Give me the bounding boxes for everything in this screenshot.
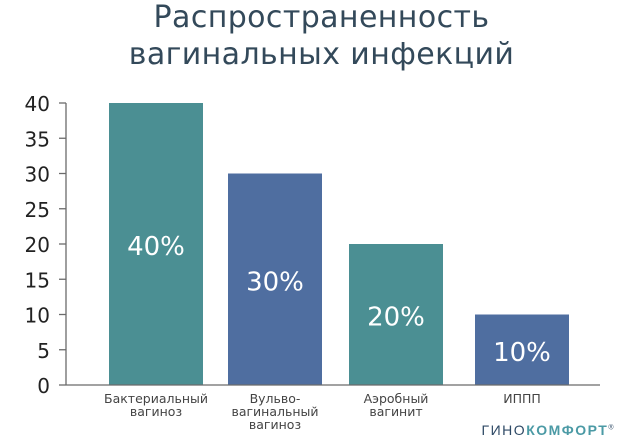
- category-label-3-line-1: Аэробный: [364, 391, 429, 406]
- bar-1: [109, 103, 203, 385]
- y-tick-label-25: 25: [25, 198, 50, 222]
- brand-logo: ГИНОКОМФОРТ®: [482, 422, 615, 438]
- data-label-1: 40%: [127, 232, 185, 262]
- category-label-2-line-2: вагинальный: [231, 404, 318, 419]
- chart-title-line-1: Распространенность: [153, 0, 490, 35]
- category-label-2-line-3: вагиноз: [249, 417, 301, 432]
- chart-title-line-2: вагинальных инфекций: [128, 37, 515, 72]
- category-label-3-line-2: вагинит: [369, 404, 422, 419]
- category-label-1-line-2: вагиноз: [130, 404, 182, 419]
- data-label-2: 30%: [246, 267, 304, 297]
- data-label-4: 10%: [493, 338, 551, 368]
- y-tick-label-5: 5: [37, 339, 50, 363]
- y-tick-label-0: 0: [37, 374, 50, 398]
- brand-registered-mark: ®: [608, 424, 615, 432]
- bar-2: [228, 173, 322, 385]
- category-label-2-line-1: Вульво-: [250, 391, 301, 406]
- bar-3: [349, 244, 443, 385]
- y-tick-label-10: 10: [25, 304, 50, 328]
- brand-logo-part-2: КОМФОРТ: [526, 422, 609, 438]
- y-tick-label-15: 15: [25, 268, 50, 292]
- bar-4: [475, 314, 569, 385]
- y-tick-label-30: 30: [25, 163, 50, 187]
- data-label-3: 20%: [367, 303, 425, 333]
- y-tick-label-35: 35: [25, 127, 50, 151]
- brand-logo-part-1: ГИНО: [481, 422, 527, 438]
- y-tick-label-20: 20: [25, 233, 50, 257]
- y-tick-label-40: 40: [25, 92, 50, 116]
- category-label-1-line-1: Бактериальный: [104, 391, 208, 406]
- category-label-4-line-1: ИППП: [503, 391, 541, 406]
